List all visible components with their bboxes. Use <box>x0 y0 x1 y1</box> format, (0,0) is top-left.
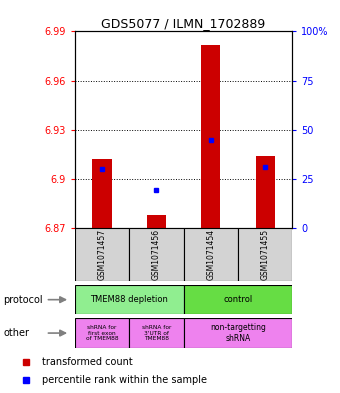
Text: GSM1071454: GSM1071454 <box>206 229 215 280</box>
Text: shRNA for
3'UTR of
TMEM88: shRNA for 3'UTR of TMEM88 <box>142 325 171 342</box>
Text: GSM1071457: GSM1071457 <box>98 229 106 280</box>
Bar <box>129 318 184 348</box>
Bar <box>129 228 184 281</box>
Bar <box>256 156 275 228</box>
Bar <box>184 228 238 281</box>
Bar <box>75 285 184 314</box>
Text: TMEM88 depletion: TMEM88 depletion <box>90 295 168 304</box>
Text: GSM1071455: GSM1071455 <box>261 229 270 280</box>
Text: transformed count: transformed count <box>42 357 133 367</box>
Bar <box>184 285 292 314</box>
Bar <box>147 215 166 228</box>
Text: GSM1071456: GSM1071456 <box>152 229 161 280</box>
Title: GDS5077 / ILMN_1702889: GDS5077 / ILMN_1702889 <box>101 17 266 30</box>
Text: shRNA for
first exon
of TMEM88: shRNA for first exon of TMEM88 <box>86 325 118 342</box>
Text: protocol: protocol <box>3 295 43 305</box>
Bar <box>201 44 220 228</box>
Text: non-targetting
shRNA: non-targetting shRNA <box>210 323 266 343</box>
Bar <box>238 228 292 281</box>
Text: percentile rank within the sample: percentile rank within the sample <box>42 375 207 385</box>
Bar <box>75 228 129 281</box>
Bar <box>184 318 292 348</box>
Bar <box>92 159 112 228</box>
Text: control: control <box>223 295 253 304</box>
Bar <box>75 318 129 348</box>
Text: other: other <box>3 328 29 338</box>
